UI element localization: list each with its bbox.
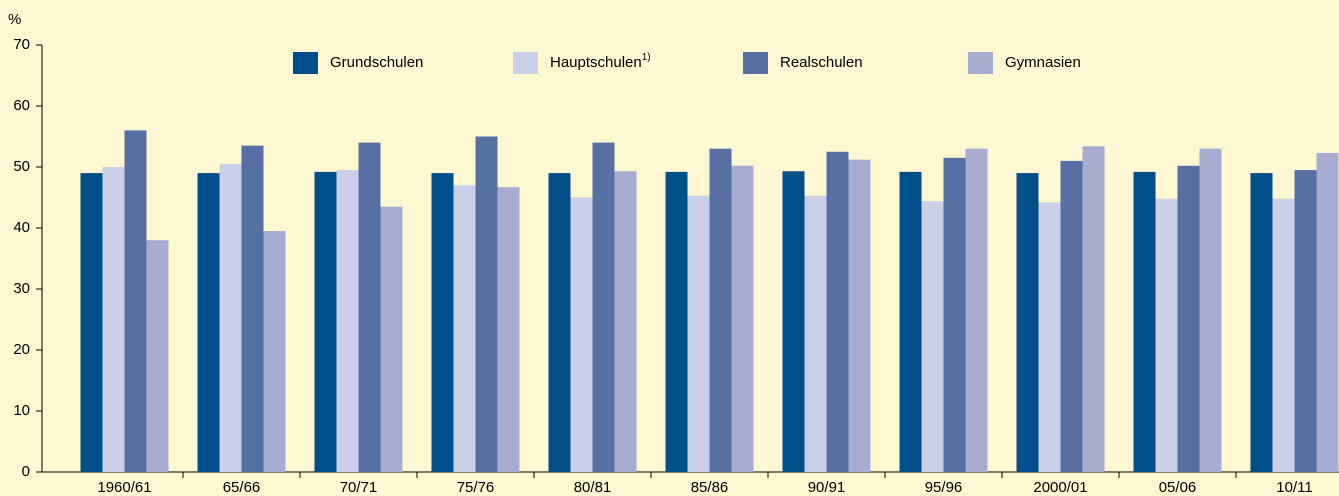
bar xyxy=(1199,148,1222,472)
x-tick-label: 65/66 xyxy=(223,479,261,496)
legend-label: Gymnasien xyxy=(1005,54,1081,71)
bar xyxy=(358,142,381,472)
y-tick-label: 50 xyxy=(13,158,30,175)
legend-swatch xyxy=(743,52,768,74)
bar xyxy=(380,206,403,472)
bar xyxy=(1060,160,1083,472)
x-tick-label: 10/11 xyxy=(1276,479,1312,496)
bar xyxy=(1133,171,1156,472)
legend-text: Realschulen xyxy=(780,54,863,71)
bar xyxy=(1038,202,1061,472)
y-tick-label: 70 xyxy=(13,36,30,53)
y-tick-label: 30 xyxy=(13,280,30,297)
bar xyxy=(614,171,637,472)
bar xyxy=(1272,198,1295,472)
y-tick-label: 10 xyxy=(13,402,30,419)
x-tick-label: 05/06 xyxy=(1159,479,1197,496)
bar xyxy=(826,151,849,472)
bar xyxy=(80,173,103,472)
bar xyxy=(475,136,498,472)
legend-label: Realschulen xyxy=(780,54,863,71)
bar xyxy=(965,148,988,472)
legend-label: Grundschulen xyxy=(330,54,423,71)
legend-text: Gymnasien xyxy=(1005,54,1081,71)
bar xyxy=(124,130,147,472)
x-tick-label: 75/76 xyxy=(457,479,495,496)
bar xyxy=(943,157,966,472)
bar xyxy=(1177,165,1200,472)
bar xyxy=(731,165,754,472)
bar xyxy=(1316,152,1339,472)
legend-swatch xyxy=(293,52,318,74)
x-tick-label: 90/91 xyxy=(808,479,846,496)
bar xyxy=(1155,198,1178,472)
legend-text: Hauptschulen xyxy=(550,54,642,71)
bar xyxy=(219,163,242,472)
bar xyxy=(848,159,871,472)
bar xyxy=(197,173,220,472)
bar xyxy=(102,167,125,472)
x-tick-label: 70/71 xyxy=(340,479,378,496)
legend-label: Hauptschulen1) xyxy=(550,52,651,71)
bar xyxy=(1294,170,1317,473)
bar xyxy=(453,185,476,473)
y-tick-label: 0 xyxy=(22,463,30,480)
bar xyxy=(241,145,264,472)
legend-swatch xyxy=(513,52,538,74)
bar xyxy=(263,231,286,472)
bar xyxy=(146,240,169,472)
bar xyxy=(687,195,710,473)
x-tick-label: 2000/01 xyxy=(1033,479,1087,496)
bar xyxy=(899,171,922,472)
bar xyxy=(665,171,688,472)
bar xyxy=(548,173,571,472)
bar xyxy=(592,142,615,472)
bar xyxy=(431,173,454,472)
bar xyxy=(570,197,593,472)
y-tick-label: 60 xyxy=(13,97,30,114)
y-tick-label: 20 xyxy=(13,341,30,358)
bar xyxy=(1016,173,1039,472)
legend-superscript: 1) xyxy=(642,52,651,63)
x-tick-label: 85/86 xyxy=(691,479,729,496)
legend-text: Grundschulen xyxy=(330,54,423,71)
bar xyxy=(804,195,827,473)
bar xyxy=(782,171,805,472)
bar xyxy=(709,148,732,472)
bar xyxy=(921,201,944,472)
legend-swatch xyxy=(968,52,993,74)
x-tick-label: 95/96 xyxy=(925,479,963,496)
bar xyxy=(336,170,359,473)
x-tick-label: 80/81 xyxy=(574,479,612,496)
bar xyxy=(314,171,337,472)
x-tick-label: 1960/61 xyxy=(97,479,151,496)
y-axis-label: % xyxy=(8,11,21,28)
bar xyxy=(1082,146,1105,472)
y-tick-label: 40 xyxy=(13,219,30,236)
bar xyxy=(1250,173,1273,472)
bar xyxy=(497,187,520,472)
